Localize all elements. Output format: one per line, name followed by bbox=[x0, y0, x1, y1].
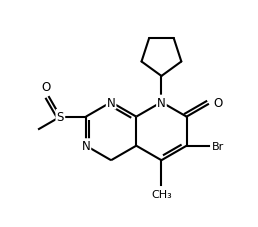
Text: O: O bbox=[42, 80, 51, 93]
Text: CH₃: CH₃ bbox=[151, 190, 172, 199]
Text: N: N bbox=[82, 140, 90, 153]
Text: Br: Br bbox=[212, 141, 224, 151]
Text: N: N bbox=[107, 96, 116, 109]
Text: N: N bbox=[157, 96, 166, 109]
Text: O: O bbox=[213, 96, 222, 109]
Text: S: S bbox=[57, 111, 64, 123]
